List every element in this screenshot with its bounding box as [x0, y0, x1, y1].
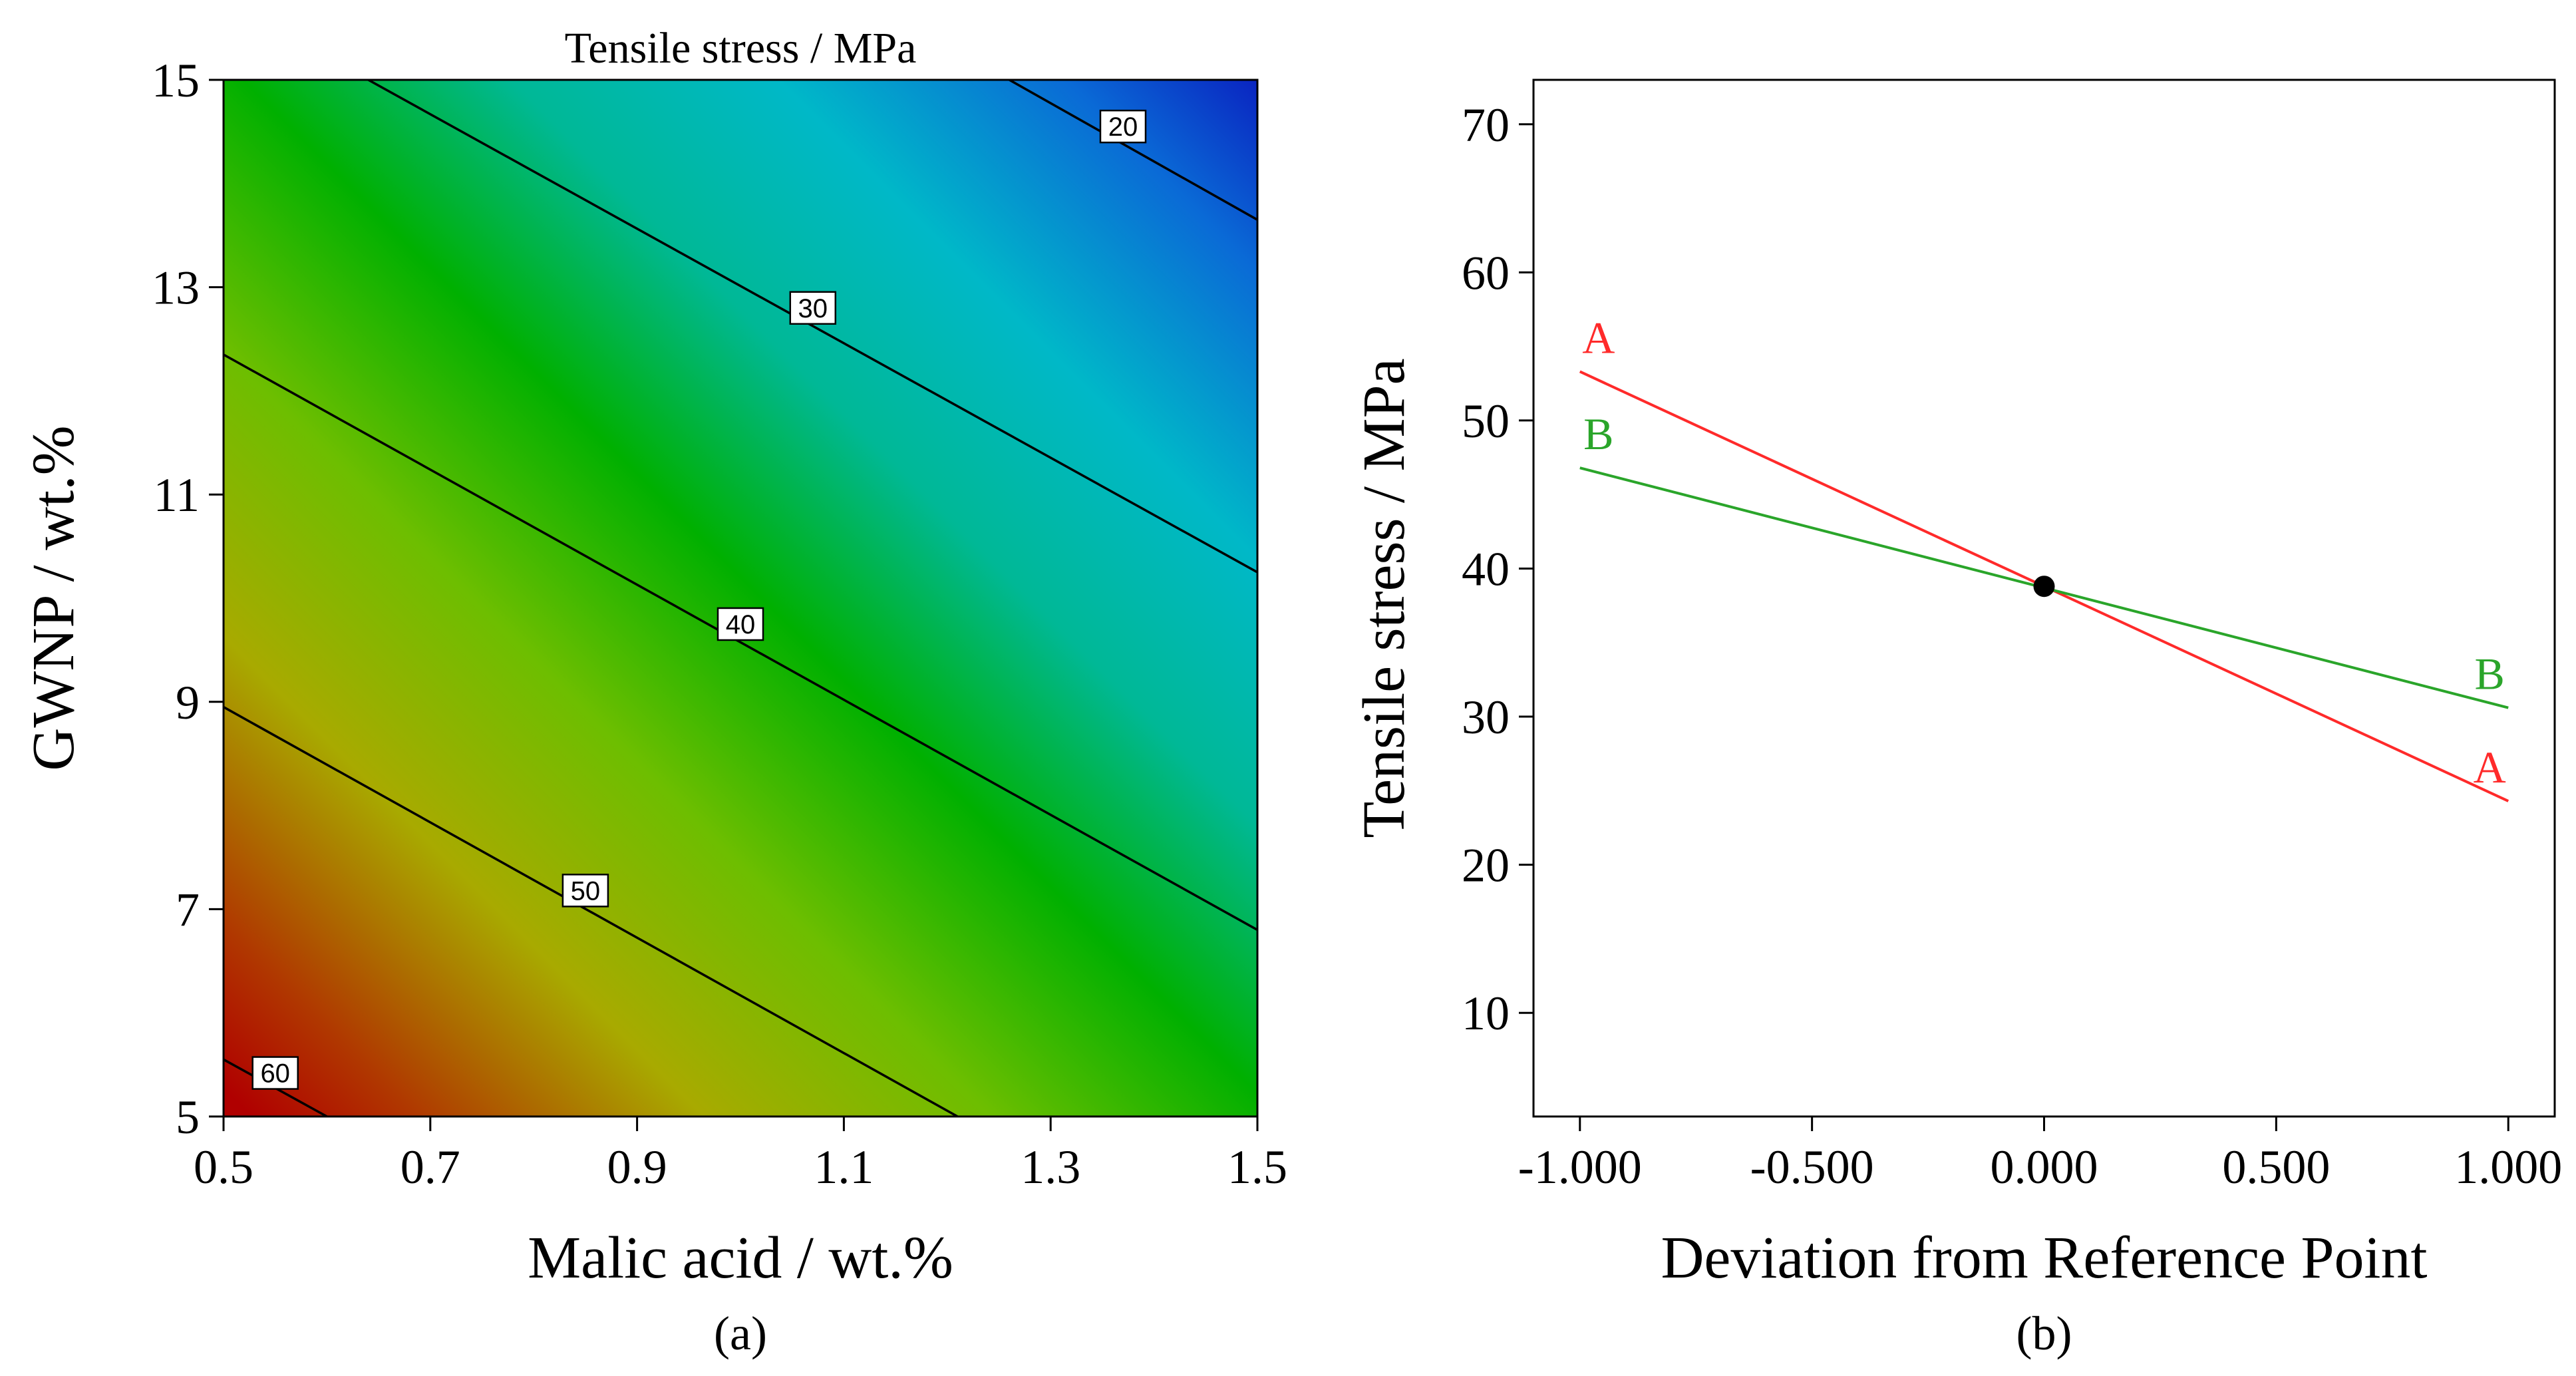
contour-label-40: 40 [717, 607, 764, 641]
y-tick-label: 70 [1462, 98, 1510, 152]
y-tick-label: 9 [176, 676, 200, 729]
y-tick-label: 11 [154, 468, 200, 522]
x-tick-label: -1.000 [1518, 1140, 1642, 1194]
x-tick-label: 0.000 [1991, 1140, 2098, 1194]
x-tick-label: 0.5 [194, 1140, 253, 1194]
contour-label-text: 60 [260, 1059, 290, 1089]
contour-label-30: 30 [789, 291, 837, 325]
y-tick-label: 50 [1462, 395, 1510, 448]
contour-label-box [562, 874, 609, 908]
y-tick-label: 10 [1462, 987, 1510, 1040]
x-tick-label: 0.7 [401, 1140, 460, 1194]
contour-line-50 [223, 706, 959, 1118]
y-tick-label: 20 [1462, 839, 1510, 892]
series-label-end-B: B [2475, 649, 2505, 699]
x-tick-label: 0.500 [2222, 1140, 2330, 1194]
contour-label-text: 20 [1108, 112, 1138, 142]
y-tick-label: 15 [152, 54, 200, 107]
plot-frame [1532, 79, 2556, 1118]
y-tick-label: 7 [176, 883, 200, 936]
x-axis-label: Deviation from Reference Point [1661, 1225, 2427, 1291]
x-tick-label: -0.500 [1750, 1140, 1874, 1194]
y-axis-ticks: 10 20 30 40 50 60 70 [1462, 98, 1533, 1040]
heatmap-surface [224, 80, 1257, 1117]
x-axis-ticks: 0.5 0.7 0.9 1.1 1.3 1.5 [194, 1117, 1287, 1194]
y-tick-label: 60 [1462, 246, 1510, 299]
y-tick-label: 13 [152, 261, 200, 315]
panel-label-a: (a) [714, 1307, 767, 1360]
contour-label-box [717, 607, 764, 641]
x-axis-ticks: -1.000 -0.500 0.000 0.500 1.000 [1518, 1117, 2562, 1194]
contour-line-40 [223, 353, 1258, 932]
contour-label-60: 60 [251, 1056, 299, 1090]
series-label-end-A: A [2474, 742, 2506, 792]
x-tick-label: 1.5 [1227, 1140, 1287, 1194]
y-axis-label: Tensile stress / MPa [1351, 358, 1417, 838]
contour-line-30 [367, 79, 1258, 574]
y-tick-label: 5 [176, 1091, 200, 1144]
contour-label-box [789, 291, 837, 325]
y-axis-label: GWNP / wt.% [21, 425, 86, 771]
x-tick-label: 1.3 [1021, 1140, 1080, 1194]
y-axis-ticks: 5 7 9 11 13 15 [152, 54, 224, 1144]
y-tick-label: 30 [1462, 691, 1510, 744]
contour-label-box [1099, 109, 1147, 144]
x-tick-label: 1.000 [2454, 1140, 2562, 1194]
contour-labels: 20 30 40 50 60 [251, 109, 1147, 1090]
panel-label-b: (b) [2016, 1307, 2072, 1360]
contour-label-text: 30 [798, 294, 828, 323]
x-tick-label: 1.1 [814, 1140, 874, 1194]
plot-frame [222, 79, 1259, 1118]
contour-label-50: 50 [562, 874, 609, 908]
contour-line-20 [1009, 79, 1258, 221]
contour-label-text: 50 [571, 876, 601, 906]
chart-title: Tensile stress / MPa [565, 24, 917, 73]
contour-label-20: 20 [1099, 109, 1147, 144]
x-tick-label: 0.9 [607, 1140, 667, 1194]
y-tick-label: 40 [1462, 542, 1510, 596]
series-label-start-B: B [1583, 409, 1613, 459]
contour-label-box [251, 1056, 299, 1090]
reference-point [2033, 576, 2055, 598]
contour-label-text: 40 [726, 610, 756, 639]
perturbation-chart: -1.000 -0.500 0.000 0.500 1.000 10 20 30 40 50 60… [1351, 79, 2562, 1360]
series-label-start-A: A [1582, 312, 1615, 363]
x-axis-label: Malic acid / wt.% [528, 1225, 953, 1291]
